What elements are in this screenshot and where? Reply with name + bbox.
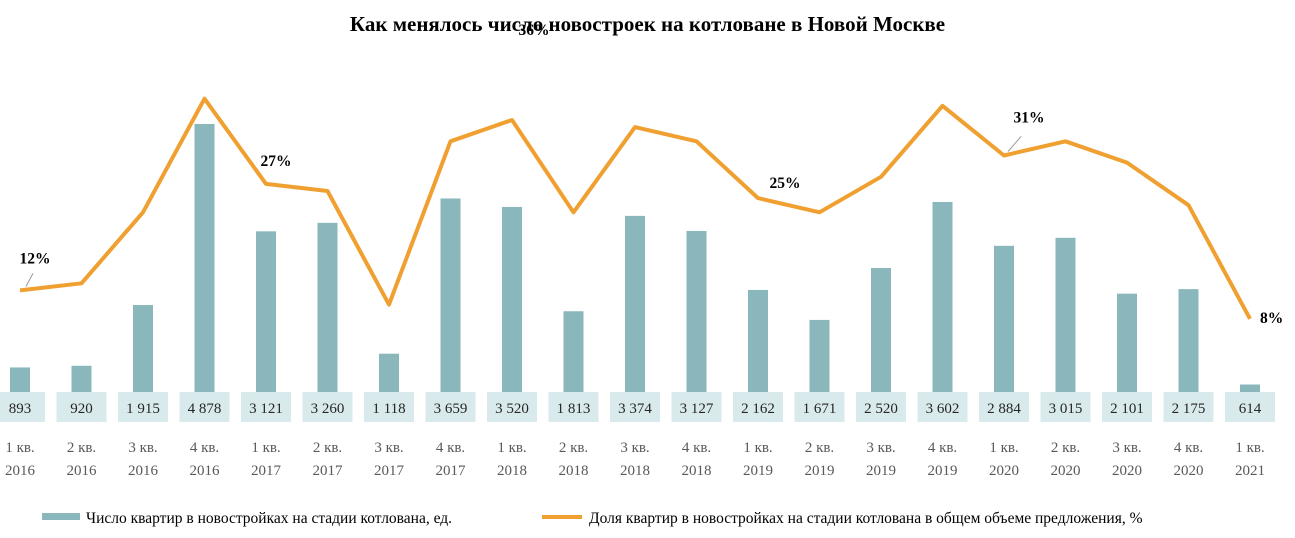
percent-labels: 12% 27% 36% 25% 31% 8% <box>20 22 1284 327</box>
x-tick-label: 3 кв. 2019 <box>866 440 896 479</box>
bar-value-label: 2 162 <box>741 401 775 417</box>
chart-title: Как менялось число новостроек на котлова… <box>349 12 946 36</box>
percent-label: 27% <box>261 153 292 170</box>
bar <box>625 215 645 422</box>
percent-label: 8% <box>1260 310 1283 327</box>
bar-value-label: 1 915 <box>126 401 160 417</box>
bar <box>994 245 1014 422</box>
x-tick-label: 3 кв. 2018 <box>620 440 650 479</box>
bar-value-label: 614 <box>1239 401 1262 417</box>
bar-value-label: 893 <box>9 401 32 417</box>
bar-value-label: 1 118 <box>372 401 405 417</box>
line-series <box>19 96 1252 320</box>
bar-value-labels: 893 920 1 915 4 878 3 121 3 260 1 118 3 659 3 52… <box>0 392 1275 422</box>
x-tick-label: 1 кв. 2017 <box>251 440 282 479</box>
bar-value-label: 1 671 <box>803 401 837 417</box>
bar <box>440 198 461 422</box>
percent-leader <box>1007 136 1022 152</box>
bar <box>1055 237 1076 422</box>
x-tick-label: 3 кв. 2020 <box>1112 440 1142 479</box>
bar-value-label: 3 659 <box>434 401 468 417</box>
bar-value-label-bg <box>1102 392 1152 422</box>
bar-value-label-bg <box>917 392 968 422</box>
bar-value-label-bg <box>794 392 845 422</box>
bar-value-label-bg <box>302 392 353 422</box>
bar <box>502 206 522 422</box>
percent-leader <box>25 273 34 287</box>
x-axis-ticks: 1 кв. 2016 2 кв. 2016 3 кв. 2016 4 кв. 2016 1 кв… <box>5 440 1265 479</box>
bar-value-label: 4 878 <box>188 401 222 417</box>
bar-value-label-bg <box>671 392 722 422</box>
bar-value-label: 2 101 <box>1110 401 1144 417</box>
bar <box>1117 293 1137 422</box>
legend-line-label: Доля квартир в новостройках на стадии ко… <box>589 510 1143 527</box>
x-tick-label: 2 кв. 2016 <box>67 440 98 479</box>
x-tick-label: 1 кв. 2016 <box>5 440 36 479</box>
x-tick-label: 4 кв. 2017 <box>436 440 467 479</box>
bar-value-label: 2 520 <box>864 401 898 417</box>
bar <box>686 230 707 422</box>
x-tick-label: 2 кв. 2019 <box>805 440 835 479</box>
bar-value-label: 3 520 <box>495 401 529 417</box>
bar-value-label-bg <box>856 392 906 422</box>
legend-bar-swatch <box>42 513 80 520</box>
bar-value-label: 3 602 <box>926 401 960 417</box>
x-tick-label: 1 кв. 2019 <box>743 440 773 479</box>
bar-value-label-bg <box>979 392 1029 422</box>
percent-label: 12% <box>20 250 51 267</box>
bar <box>194 124 215 422</box>
bar-value-label-bg <box>425 392 476 422</box>
x-tick-label: 3 кв. 2017 <box>374 440 405 479</box>
bar-value-label: 1 813 <box>557 401 591 417</box>
bar-value-label-bg <box>179 392 230 422</box>
bar-value-label-bg <box>733 392 783 422</box>
x-tick-label: 4 кв. 2020 <box>1174 440 1204 479</box>
bar-value-label-bg <box>610 392 660 422</box>
bar <box>317 222 338 422</box>
bar <box>256 231 276 422</box>
x-tick-label: 1 кв. 2020 <box>989 440 1019 479</box>
bar-value-label: 3 015 <box>1049 401 1083 417</box>
legend: Число квартир в новостройках на стадии к… <box>42 510 1143 527</box>
bar-value-label-bg <box>1225 392 1275 422</box>
bar <box>1178 289 1199 422</box>
line-path <box>19 96 1252 320</box>
bar-series <box>10 124 1260 422</box>
bar-value-label-bg <box>364 392 414 422</box>
bar-value-label: 2 884 <box>987 401 1021 417</box>
bar-value-label-bg <box>487 392 537 422</box>
bar-value-label: 920 <box>70 401 93 417</box>
x-tick-label: 3 кв. 2016 <box>128 440 159 479</box>
bar-value-label-bg <box>118 392 168 422</box>
bar-value-label-bg <box>1163 392 1214 422</box>
x-tick-label: 1 кв. 2021 <box>1235 440 1265 479</box>
x-tick-label: 2 кв. 2020 <box>1051 440 1081 479</box>
x-tick-label: 1 кв. 2018 <box>497 440 527 479</box>
x-tick-label: 2 кв. 2018 <box>559 440 589 479</box>
bar <box>932 201 953 422</box>
x-tick-label: 4 кв. 2019 <box>928 440 958 479</box>
legend-bar-label: Число квартир в новостройках на стадии к… <box>86 510 452 527</box>
percent-label: 25% <box>770 175 801 192</box>
bar <box>748 289 768 422</box>
x-tick-label: 4 кв. 2016 <box>190 440 221 479</box>
bar-value-label-bg <box>548 392 599 422</box>
percent-label: 36% <box>519 22 550 39</box>
bar-value-label: 2 175 <box>1172 401 1206 417</box>
bar-value-label: 3 260 <box>311 401 345 417</box>
bar-value-label: 3 127 <box>680 401 714 417</box>
x-tick-label: 2 кв. 2017 <box>313 440 344 479</box>
bar-value-label-bg <box>1040 392 1091 422</box>
bar-value-label: 3 121 <box>249 401 283 417</box>
percent-label: 31% <box>1014 110 1045 127</box>
bar-value-label: 3 374 <box>618 401 652 417</box>
bar-value-label-bg <box>56 392 107 422</box>
x-tick-label: 4 кв. 2018 <box>682 440 712 479</box>
bar-value-label-bg <box>241 392 291 422</box>
bar-value-label-bg <box>0 392 45 422</box>
bar <box>871 268 891 422</box>
